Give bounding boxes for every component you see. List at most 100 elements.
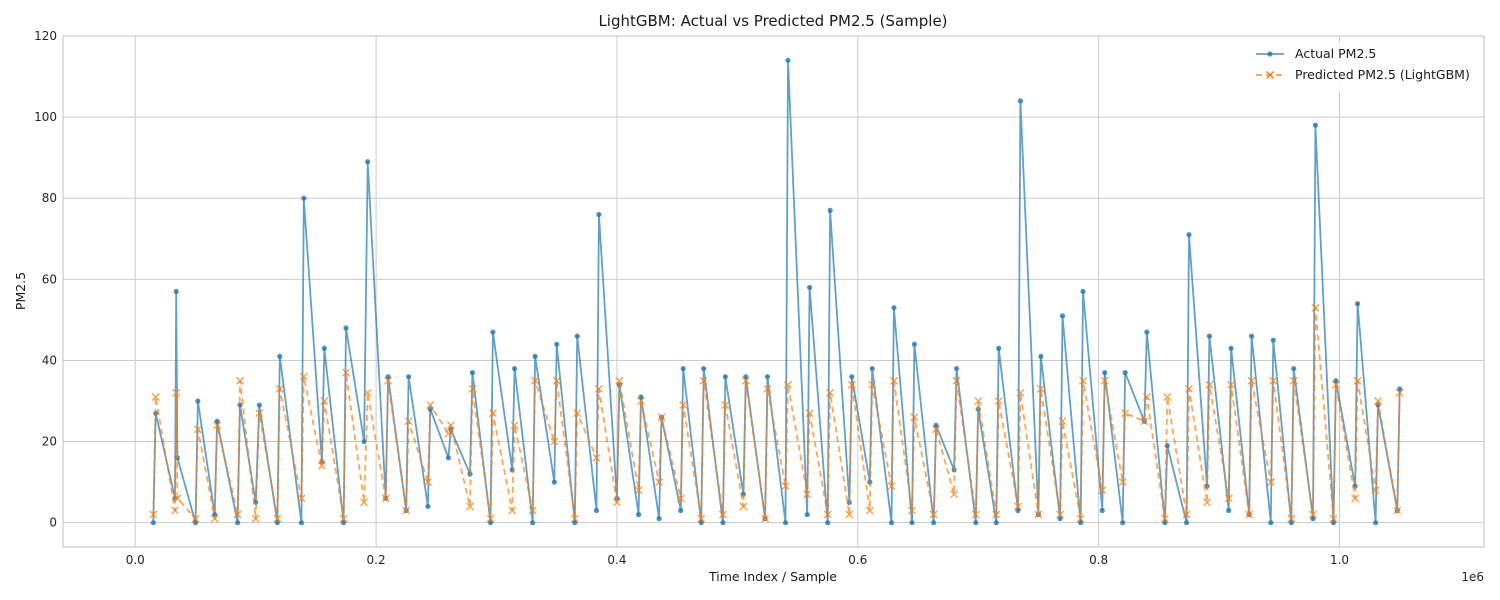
data-point <box>445 455 451 461</box>
data-point <box>1395 388 1404 397</box>
data-point <box>297 494 306 503</box>
data-point <box>761 514 770 523</box>
data-point <box>634 486 643 495</box>
data-point <box>1228 345 1234 351</box>
y-tick-label: 20 <box>42 435 57 449</box>
data-point <box>486 514 495 523</box>
data-point <box>657 413 666 422</box>
data-point <box>1034 510 1043 519</box>
data-point <box>849 374 855 380</box>
data-point <box>1270 337 1276 343</box>
data-point <box>1206 333 1213 339</box>
plot-area <box>62 35 1485 548</box>
data-point <box>321 345 327 351</box>
legend-marker-predicted <box>1265 70 1275 80</box>
data-point <box>172 388 181 397</box>
data-point <box>1015 507 1021 514</box>
data-point <box>552 376 561 385</box>
data-point <box>1038 353 1044 359</box>
data-point <box>511 365 518 372</box>
data-point <box>888 520 895 526</box>
data-point <box>931 520 937 526</box>
data-point <box>1354 301 1361 307</box>
x-axis-offset-label: 1e6 <box>1461 570 1484 584</box>
data-point <box>952 376 961 385</box>
data-point <box>446 421 455 430</box>
data-point <box>699 376 708 385</box>
data-point <box>554 341 560 347</box>
x-tick-label: 1.0 <box>1330 553 1349 567</box>
data-point <box>1288 520 1294 526</box>
y-tick-label: 80 <box>42 191 57 205</box>
data-point <box>444 429 453 438</box>
data-point <box>678 507 684 514</box>
data-point <box>826 388 835 397</box>
data-point <box>574 333 580 339</box>
data-point <box>173 288 179 295</box>
data-point <box>823 510 832 519</box>
data-point <box>299 372 308 381</box>
data-point <box>298 520 305 526</box>
data-point <box>973 520 979 526</box>
data-point <box>384 376 393 385</box>
data-point <box>1331 380 1340 389</box>
data-point <box>468 384 477 393</box>
y-tick-label: 100 <box>34 110 57 124</box>
data-point <box>551 479 557 485</box>
data-point <box>996 345 1002 351</box>
data-point <box>907 506 916 515</box>
data-point <box>785 57 791 63</box>
data-point <box>1182 510 1191 519</box>
x-tick-label: 0.6 <box>848 553 867 567</box>
data-point <box>251 514 260 523</box>
data-point <box>1162 520 1168 526</box>
data-point <box>680 365 686 372</box>
data-point <box>825 520 831 526</box>
data-point <box>360 498 369 507</box>
data-point <box>655 478 664 487</box>
data-point <box>1017 98 1023 104</box>
data-point <box>1118 478 1127 487</box>
data-point <box>402 506 411 515</box>
data-point <box>1353 376 1362 385</box>
data-point <box>593 507 600 514</box>
data-point <box>385 374 391 380</box>
data-point <box>764 374 771 380</box>
data-point <box>195 398 201 404</box>
data-point <box>427 406 433 412</box>
data-point <box>1269 376 1278 385</box>
data-point <box>1122 370 1128 376</box>
x-axis-ticks: 0.0 0.2 0.4 0.6 0.8 1.0 <box>126 553 1349 567</box>
data-point <box>804 511 810 518</box>
data-point <box>909 520 915 526</box>
data-point <box>1247 376 1256 385</box>
data-point <box>1164 443 1170 449</box>
legend-box <box>1246 42 1478 92</box>
data-point <box>151 392 160 401</box>
data-point <box>342 368 350 377</box>
data-point <box>638 394 644 400</box>
data-point <box>676 494 685 503</box>
data-point <box>1351 494 1360 503</box>
data-point <box>1057 516 1063 522</box>
data-point <box>1016 388 1025 397</box>
data-point <box>1078 376 1087 385</box>
data-point <box>508 506 517 515</box>
data-point <box>532 353 538 359</box>
data-point <box>150 520 156 526</box>
data-point <box>1329 514 1338 523</box>
data-point <box>1371 486 1380 495</box>
data-point <box>594 384 603 393</box>
data-point <box>275 384 284 393</box>
y-axis-label: PM2.5 <box>13 272 28 310</box>
data-point <box>1080 288 1086 295</box>
data-point <box>1098 486 1107 495</box>
legend-marker-actual <box>1267 51 1273 57</box>
data-point <box>697 514 706 523</box>
data-point <box>149 510 158 519</box>
y-axis-ticks: 0 20 40 60 80 100 120 <box>34 29 57 530</box>
data-point <box>1245 510 1254 519</box>
data-point <box>1059 313 1066 319</box>
data-point <box>1373 520 1379 526</box>
y-tick-label: 40 <box>42 353 57 367</box>
